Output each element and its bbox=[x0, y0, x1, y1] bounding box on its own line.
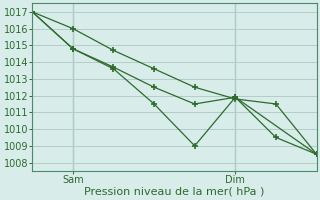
X-axis label: Pression niveau de la mer( hPa ): Pression niveau de la mer( hPa ) bbox=[84, 187, 265, 197]
